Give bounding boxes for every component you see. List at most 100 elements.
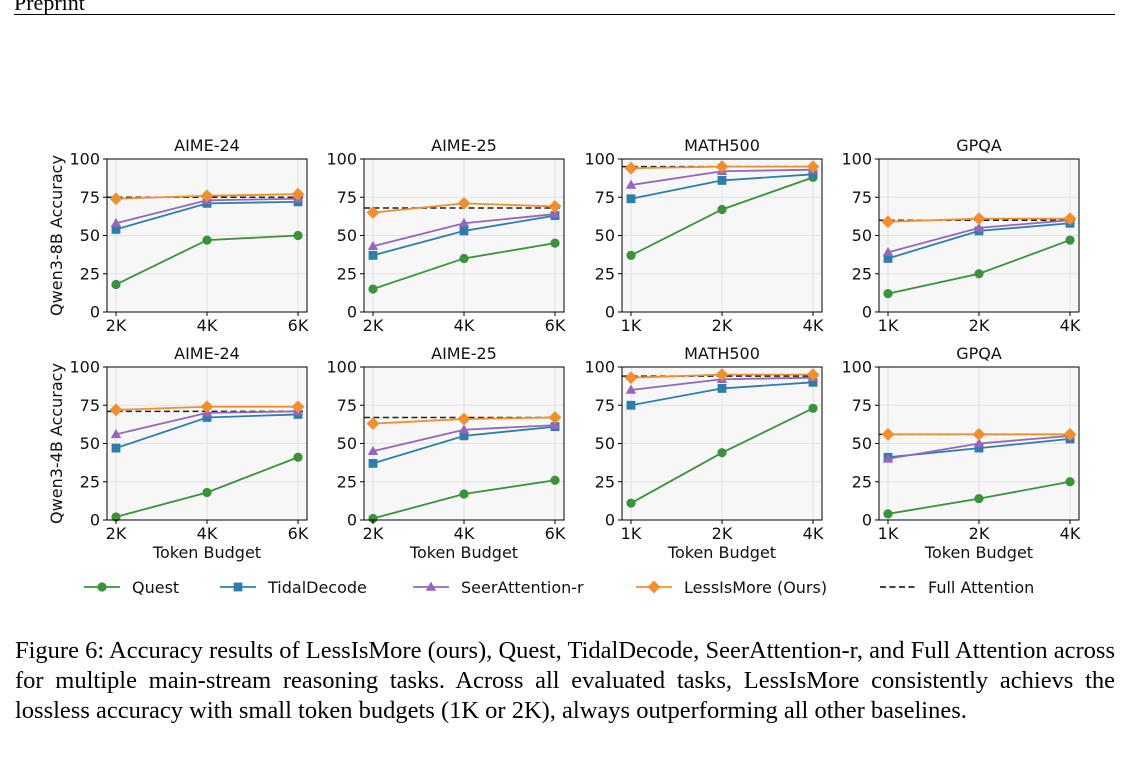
legend-tidaldecode-swatch-marker	[233, 582, 243, 592]
panel-8b-aime25-lim-point	[457, 196, 471, 210]
panel-8b-aime24-seer-point	[110, 217, 122, 228]
panel-8b-aime24-ytick-label: 100	[69, 150, 100, 169]
panel-8b-gpqa-xtick-label: 2K	[969, 316, 990, 335]
panel-4b-gpqa-ytick-label: 75	[852, 396, 872, 415]
panel-4b-gpqa-xlabel: Token Budget	[924, 543, 1033, 562]
panel-4b-aime25-lim-point	[366, 417, 380, 431]
panel-4b-gpqa-lim-point	[1063, 427, 1077, 441]
panel-4b-gpqa-xtick-label: 1K	[878, 524, 899, 543]
legend-seerattention-r-label: SeerAttention-r	[461, 578, 584, 597]
panel-4b-gpqa-ytick-label: 0	[862, 511, 872, 530]
panel-8b-gpqa-ytick-label: 75	[852, 188, 872, 207]
legend-quest-label: Quest	[132, 578, 179, 597]
panel-8b-aime24-lim-point	[291, 187, 305, 201]
panel-4b-aime24-title: AIME-24	[174, 344, 240, 363]
legend-lessismore-ours-label: LessIsMore (Ours)	[684, 578, 827, 597]
panel-4b-math500-ytick-label: 25	[595, 472, 615, 491]
panel-4b-aime25-lim-point	[457, 412, 471, 426]
panel-8b-aime25-xtick-label: 2K	[363, 316, 384, 335]
panel-4b-math500-title: MATH500	[684, 344, 760, 363]
panel-8b-math500-tidal-point	[717, 176, 727, 185]
panel-4b-aime24-xlabel: Token Budget	[152, 543, 261, 562]
figure-caption: Figure 6: Accuracy results of LessIsMore…	[15, 636, 1115, 726]
panel-4b-gpqa-ytick-label: 25	[852, 472, 872, 491]
panel-8b-gpqa-ytick-label: 50	[852, 226, 872, 245]
panel-4b-aime25-seer-point	[458, 424, 470, 434]
panel-4b-math500-lim-point	[624, 371, 638, 385]
panel-8b-gpqa-quest-point	[974, 269, 984, 279]
panel-4b-gpqa-quest-point	[1065, 477, 1075, 487]
panel-4b-aime25-quest-point	[459, 489, 469, 499]
caption-text: Figure 6: Accuracy results of LessIsMore…	[15, 637, 1115, 724]
panel-8b-aime24-lim-point	[200, 189, 214, 203]
panel-8b-aime25-xtick-label: 6K	[545, 316, 566, 335]
panel-4b-aime25-ytick-label: 25	[337, 472, 357, 491]
panel-8b-math500-quest-point	[626, 250, 636, 260]
panel-8b-math500-tidal-point	[626, 194, 636, 204]
panel-8b-math500-tidal-point	[808, 169, 818, 179]
panel-8b-aime24-xtick-label: 6K	[288, 316, 309, 335]
panel-4b-aime24-xtick-label: 2K	[106, 524, 127, 543]
panel-4b-aime24-ytick-label: 75	[80, 396, 100, 415]
panel-4b-math500-ytick-label: 50	[595, 434, 615, 453]
panel-8b-aime25-seer-point	[458, 217, 470, 228]
panel-4b-gpqa-quest-point	[883, 509, 893, 519]
panel-4b-gpqa-tidal-point	[974, 443, 984, 453]
panel-8b-aime25-quest-point	[368, 284, 378, 294]
panel-4b-gpqa-title: GPQA	[956, 344, 1002, 363]
panel-8b-aime25-lim-point	[548, 200, 562, 213]
panel-4b-aime25-tidal-point	[368, 458, 378, 468]
panel-8b-math500-ytick-label: 50	[595, 226, 615, 245]
panel-8b-aime25-ytick-label: 75	[337, 188, 357, 207]
panel-4b-gpqa-seer-point	[973, 438, 985, 448]
panel-4b-aime25-xtick-label: 2K	[363, 524, 384, 543]
panel-8b-aime24-ytick-label: 50	[80, 226, 100, 245]
panel-4b-math500-tidal-point	[808, 377, 818, 387]
panel-8b-gpqa-tidal-point	[883, 254, 893, 263]
panel-4b-aime24-ytick-label: 100	[69, 358, 100, 377]
panel-4b-aime24-ytick-label: 0	[90, 511, 100, 530]
panel-8b-aime25-seer-point	[367, 240, 379, 251]
panel-8b-aime25-tidal-point	[459, 226, 469, 236]
panel-4b-aime25-ytick-label: 75	[337, 396, 357, 415]
panel-4b-math500-ytick-label: 0	[605, 511, 615, 530]
panel-4b-gpqa-lim-point	[881, 427, 895, 441]
panel-8b-gpqa-ytick-label: 25	[852, 264, 872, 283]
panel-4b-aime25-seer-point	[367, 445, 379, 455]
header-rule	[14, 14, 1115, 15]
panel-8b-math500-xtick-label: 4K	[803, 316, 824, 335]
panel-8b-math500-ytick-label: 75	[595, 188, 615, 207]
panel-4b-aime24-xtick-label: 4K	[197, 524, 218, 543]
panel-4b-aime24-tidal-point	[111, 443, 121, 453]
panel-8b-aime25-ytick-label: 0	[347, 303, 357, 322]
panel-8b-aime24-xtick-label: 4K	[197, 316, 218, 335]
panel-4b-math500-lim-point	[806, 368, 820, 382]
panel-4b-aime24-ytick-label: 25	[80, 472, 100, 491]
panel-4b-gpqa-ytick-label: 50	[852, 434, 872, 453]
panel-4b-gpqa-seer-point	[882, 453, 894, 463]
panel-8b-aime24-quest-point	[111, 279, 121, 290]
panel-8b-gpqa-xtick-label: 4K	[1060, 316, 1081, 335]
panel-8b-aime24-ytick-label: 25	[80, 264, 100, 283]
panel-4b-aime25-ytick-label: 100	[326, 358, 357, 377]
panel-4b-math500-quest-point	[717, 448, 727, 458]
panel-8b-gpqa-lim-point	[972, 212, 986, 226]
panel-8b-gpqa-seer-point	[973, 222, 985, 232]
panel-8b-gpqa-quest-point	[883, 289, 893, 299]
panel-4b-aime25-quest-point	[550, 475, 560, 485]
panel-8b-math500-title: MATH500	[684, 136, 760, 155]
panel-8b-math500-xtick-label: 2K	[712, 316, 733, 335]
panel-4b-aime25-ytick-label: 0	[347, 511, 357, 530]
panel-8b-aime24-ytick-label: 75	[80, 188, 100, 207]
panel-4b-aime24-tidal-point	[202, 413, 212, 422]
legend-quest-swatch-marker	[97, 582, 107, 592]
panel-8b-math500-ytick-label: 100	[584, 150, 615, 169]
panel-4b-math500-tidal-point	[717, 384, 727, 393]
panel-8b-gpqa-seer-point	[882, 246, 894, 257]
panel-8b-math500-xtick-label: 1K	[621, 316, 642, 335]
panel-8b-gpqa-ytick-label: 0	[862, 303, 872, 322]
panel-4b-math500-xtick-label: 1K	[621, 524, 642, 543]
panel-8b-aime24-ytick-label: 0	[90, 303, 100, 322]
panel-4b-math500-ytick-label: 75	[595, 396, 615, 415]
panel-4b-aime25-title: AIME-25	[431, 344, 497, 363]
